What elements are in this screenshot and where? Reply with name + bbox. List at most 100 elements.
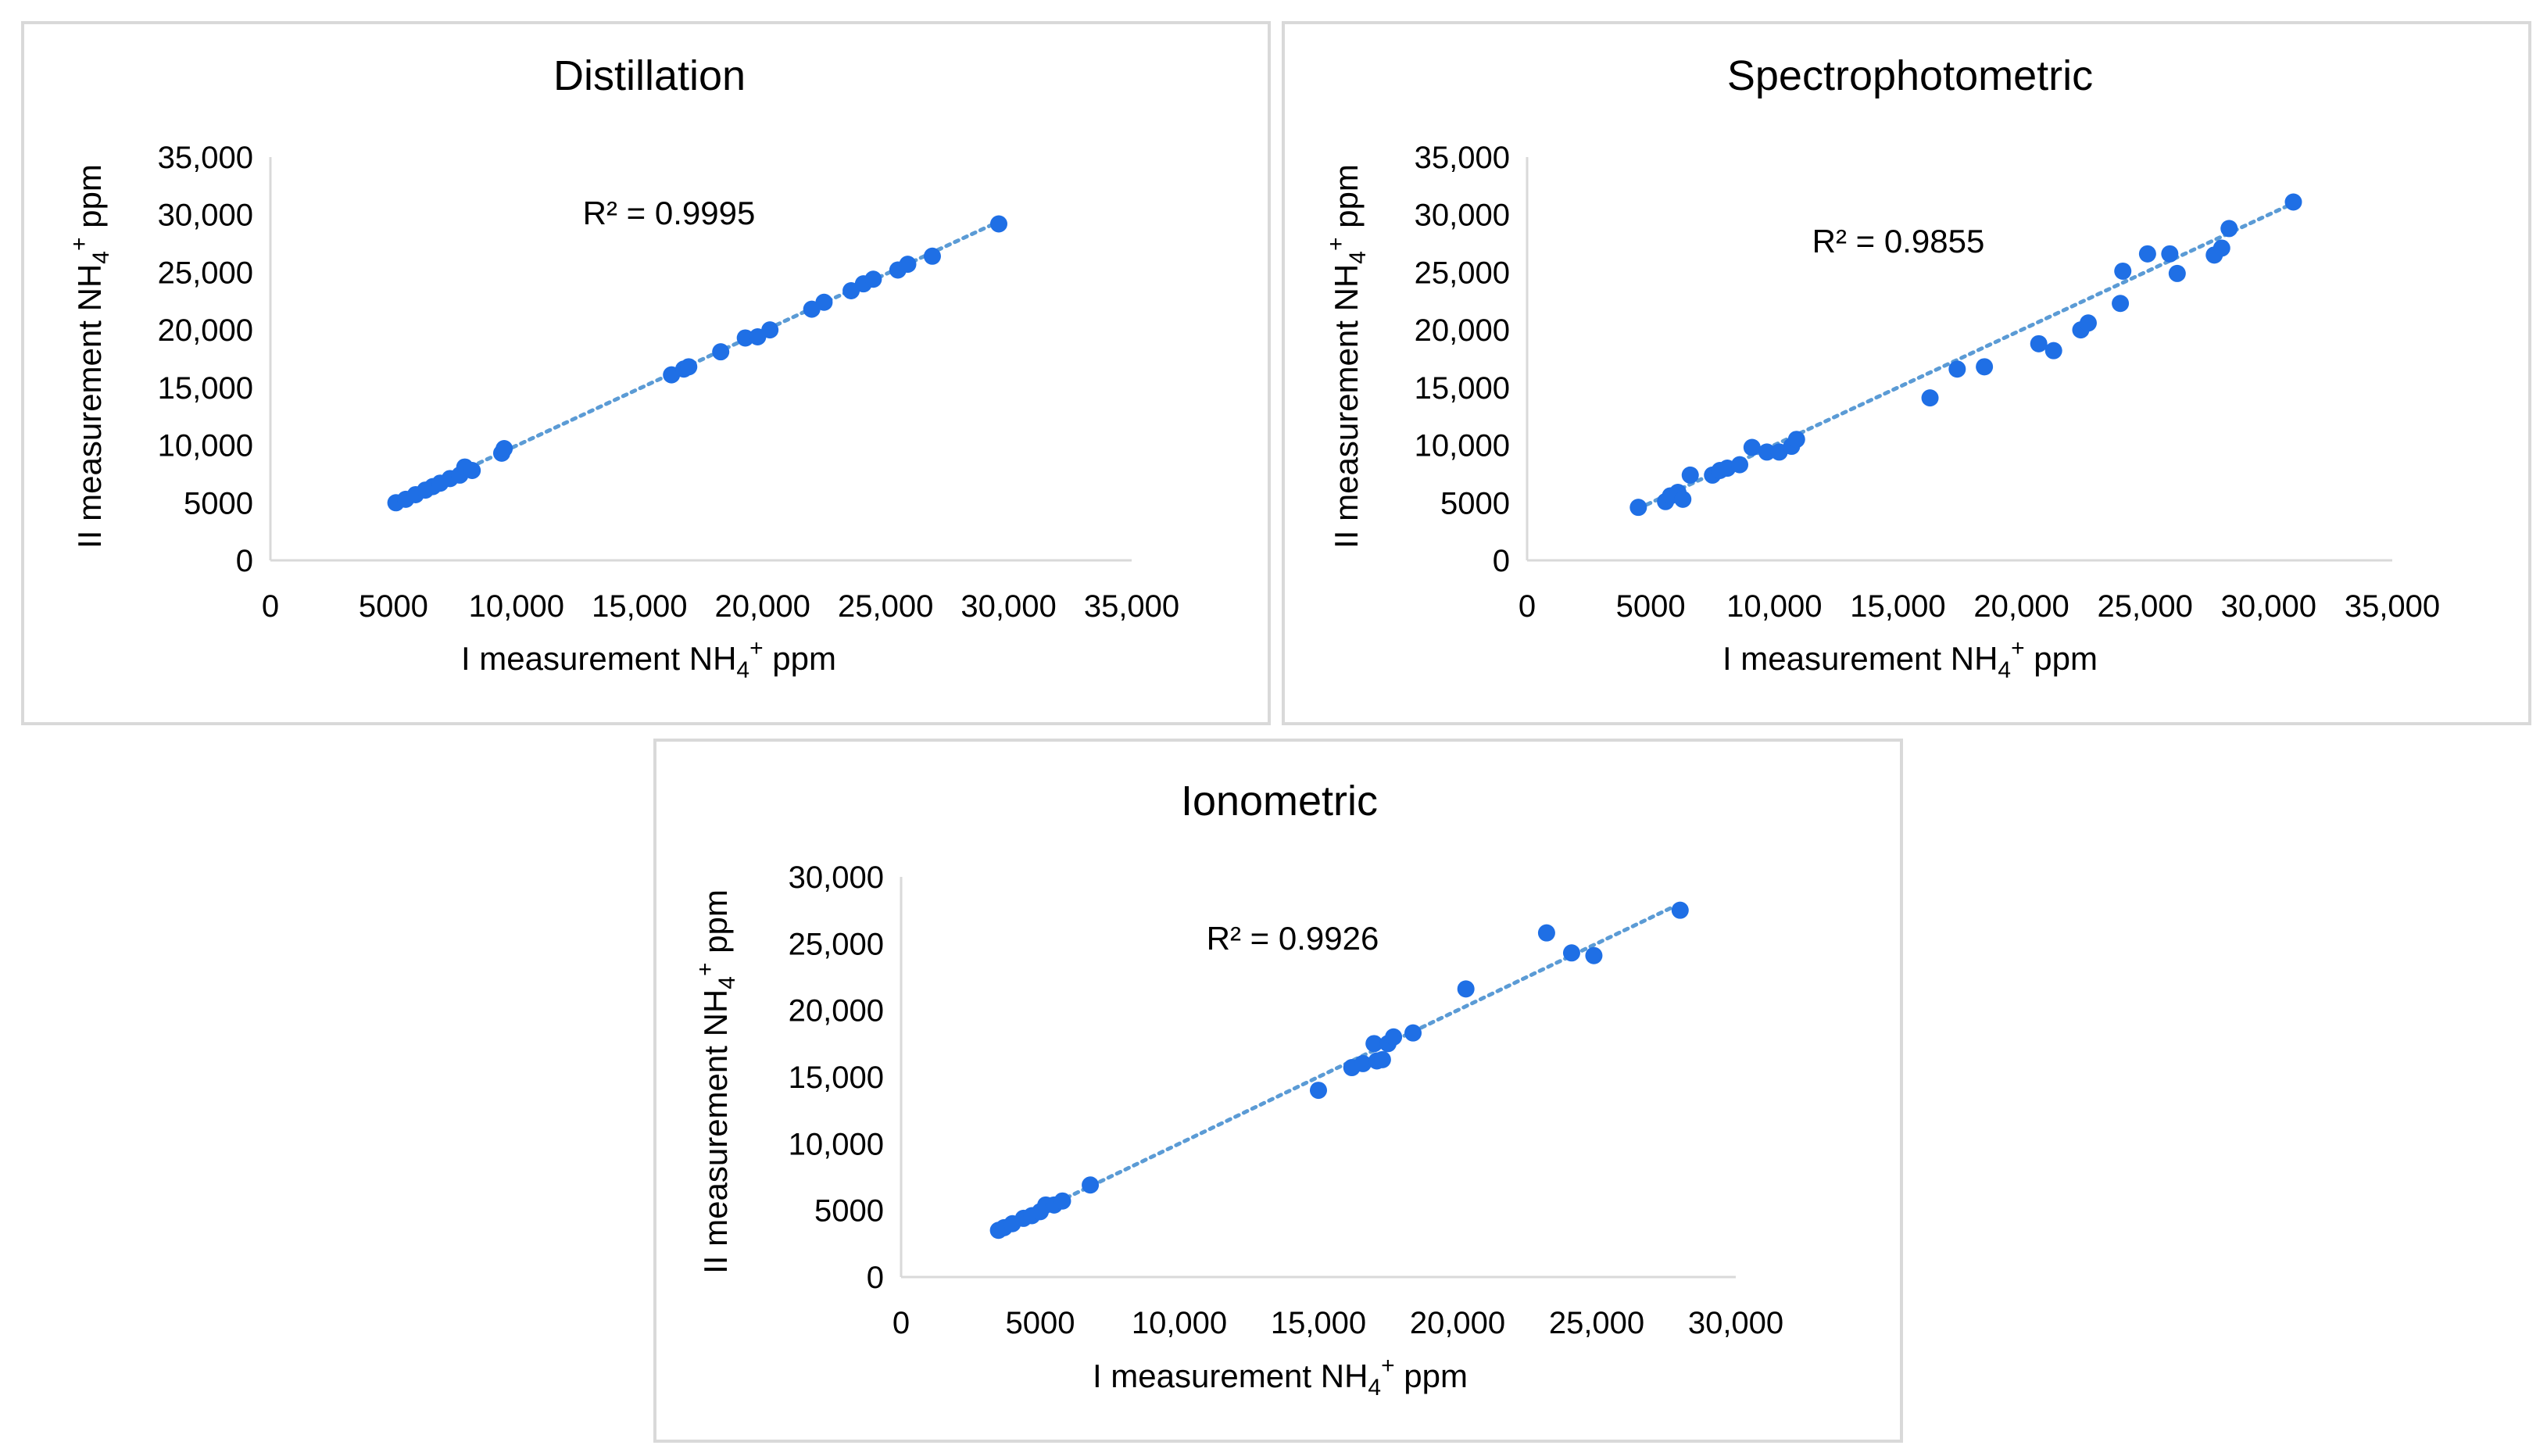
x-tick-label: 0 xyxy=(1519,589,1536,624)
data-point xyxy=(989,215,1007,233)
y-tick-label: 35,000 xyxy=(1415,141,1510,175)
data-point xyxy=(2161,245,2179,263)
distillation-plot: Distillation R² = 0.9995 0 5000 10,000 15,0… xyxy=(66,52,1179,683)
r-squared-label: R² = 0.9926 xyxy=(1207,920,1379,957)
chart-title: Ionometric xyxy=(1181,778,1378,825)
data-point xyxy=(1053,1192,1071,1210)
data-point xyxy=(680,358,698,376)
data-point xyxy=(1743,438,1761,456)
data-point xyxy=(1629,499,1647,517)
r-squared-label: R² = 0.9855 xyxy=(1812,223,1985,259)
data-point xyxy=(2220,220,2238,238)
y-tick-label: 30,000 xyxy=(158,199,253,233)
data-point xyxy=(2114,262,2132,280)
data-point xyxy=(2138,245,2156,263)
data-point xyxy=(1758,443,1776,461)
ionometric-plot: Ionometric R² = 0.9926 0 5000 10,000 15,000… xyxy=(692,778,1783,1401)
trendline xyxy=(1636,201,2295,511)
data-point xyxy=(1082,1176,1100,1194)
y-tick-label: 20,000 xyxy=(1415,313,1510,348)
y-tick-label: 10,000 xyxy=(158,429,253,463)
y-axis-label: II measurement NH4+ ppm xyxy=(1323,164,1371,549)
data-point xyxy=(1731,456,1749,474)
data-point xyxy=(923,247,941,265)
data-point xyxy=(815,293,833,311)
data-point xyxy=(2079,314,2097,332)
x-axis-label: I measurement NH4+ ppm xyxy=(461,635,836,683)
y-tick-label: 15,000 xyxy=(158,371,253,406)
y-tick-label: 10,000 xyxy=(1415,429,1510,463)
y-tick-label: 0 xyxy=(236,544,253,578)
data-point xyxy=(1674,490,1692,508)
data-point xyxy=(1976,358,1994,376)
x-tick-label: 0 xyxy=(893,1306,910,1340)
data-point xyxy=(1585,946,1603,964)
spectrophotometric-chart: Spectrophotometric R² = 0.9855 0 5000 10,0… xyxy=(1282,21,2531,725)
x-tick-label: 30,000 xyxy=(1688,1306,1783,1340)
x-tick-label: 35,000 xyxy=(2345,589,2440,624)
data-point xyxy=(2030,334,2048,352)
x-tick-label: 10,000 xyxy=(469,589,564,624)
y-tick-label: 15,000 xyxy=(789,1061,884,1095)
x-tick-label: 10,000 xyxy=(1132,1306,1227,1340)
data-point xyxy=(761,321,779,339)
data-point xyxy=(736,329,754,347)
data-point xyxy=(1365,1035,1383,1053)
x-tick-label: 20,000 xyxy=(1973,589,2069,624)
y-tick-label: 5000 xyxy=(814,1194,884,1229)
data-point xyxy=(2168,264,2186,282)
data-point xyxy=(1310,1082,1327,1100)
data-point xyxy=(1681,466,1699,484)
data-point xyxy=(1671,901,1689,919)
data-point xyxy=(1457,980,1475,998)
data-point xyxy=(2213,239,2230,257)
data-point xyxy=(2112,295,2130,313)
y-axis-label: II measurement NH4+ ppm xyxy=(692,889,740,1274)
chart-title: Spectrophotometric xyxy=(1727,52,2093,99)
data-point xyxy=(2044,342,2062,360)
data-point xyxy=(864,270,882,288)
ionometric-chart: Ionometric R² = 0.9926 0 5000 10,000 15,000… xyxy=(653,739,1903,1443)
x-tick-label: 10,000 xyxy=(1726,589,1822,624)
y-tick-label: 0 xyxy=(1493,544,1510,578)
x-tick-label: 25,000 xyxy=(2098,589,2193,624)
x-tick-label: 5000 xyxy=(1006,1306,1075,1340)
y-tick-label: 5000 xyxy=(1440,486,1510,521)
y-tick-label: 30,000 xyxy=(1415,199,1510,233)
x-tick-label: 5000 xyxy=(1616,589,1686,624)
x-tick-label: 15,000 xyxy=(592,589,687,624)
chart-title: Distillation xyxy=(553,52,746,99)
y-tick-label: 10,000 xyxy=(789,1127,884,1161)
x-tick-label: 25,000 xyxy=(1549,1306,1644,1340)
x-tick-label: 0 xyxy=(262,589,279,624)
data-point xyxy=(463,462,481,480)
data-point xyxy=(1921,389,1939,407)
data-point xyxy=(899,256,917,274)
distillation-chart: Distillation R² = 0.9995 0 5000 10,000 15,0… xyxy=(21,21,1271,725)
data-point xyxy=(495,439,513,457)
y-tick-label: 0 xyxy=(867,1261,884,1295)
x-tick-label: 15,000 xyxy=(1271,1306,1366,1340)
y-tick-label: 25,000 xyxy=(789,927,884,961)
data-point xyxy=(1385,1028,1403,1046)
x-tick-label: 25,000 xyxy=(838,589,933,624)
y-tick-label: 35,000 xyxy=(158,141,253,175)
y-tick-label: 5000 xyxy=(184,486,253,521)
x-axis-label: I measurement NH4+ ppm xyxy=(1722,635,2098,683)
r-squared-label: R² = 0.9995 xyxy=(583,195,756,231)
y-tick-label: 25,000 xyxy=(158,256,253,290)
x-tick-label: 20,000 xyxy=(715,589,810,624)
y-tick-label: 20,000 xyxy=(789,994,884,1029)
y-tick-label: 20,000 xyxy=(158,313,253,348)
x-tick-label: 15,000 xyxy=(1850,589,1945,624)
spectrophotometric-plot: Spectrophotometric R² = 0.9855 0 5000 10,0… xyxy=(1323,52,2440,683)
x-tick-label: 5000 xyxy=(359,589,428,624)
data-point xyxy=(712,343,730,361)
x-tick-label: 35,000 xyxy=(1084,589,1179,624)
x-tick-label: 20,000 xyxy=(1410,1306,1505,1340)
y-tick-label: 25,000 xyxy=(1415,256,1510,290)
data-point xyxy=(1787,431,1805,449)
x-tick-label: 30,000 xyxy=(2221,589,2316,624)
x-axis-label: I measurement NH4+ ppm xyxy=(1093,1353,1468,1401)
data-point xyxy=(1404,1024,1422,1042)
